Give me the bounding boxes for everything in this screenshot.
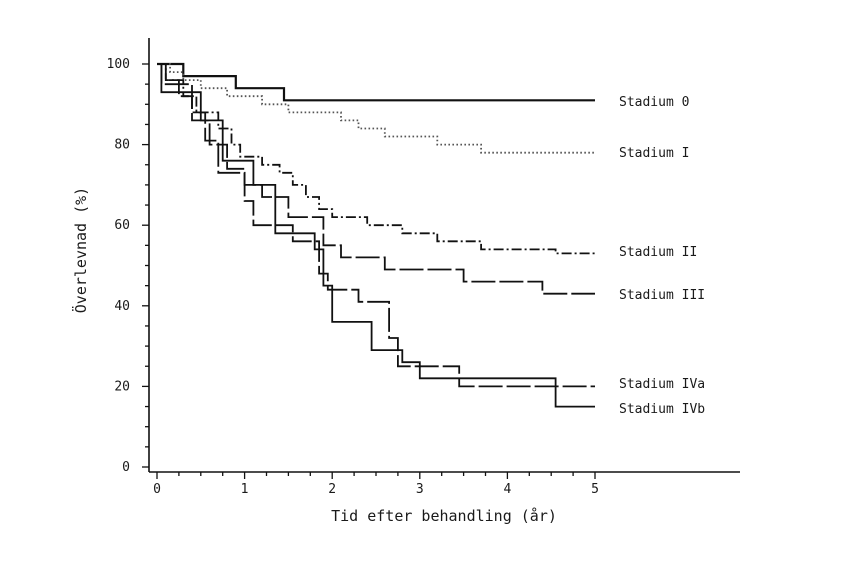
y-tick-label: 20 [114,379,130,394]
x-tick-label: 1 [241,482,249,497]
series-line-stadium-ii [157,63,595,255]
x-tick-label: 5 [591,482,599,497]
y-tick-label: 100 [107,57,130,72]
series-label-stadium-i: Stadium I [619,146,689,161]
series-label-stadium-iva: Stadium IVa [619,377,705,392]
x-axis-title: Tid efter behandling (år) [331,507,557,525]
y-tick-label: 80 [114,138,130,153]
x-tick-label: 4 [503,482,511,497]
series-line-stadium-iii [157,63,595,295]
series-line-stadium-iva [157,63,595,388]
series-label-stadium-ii: Stadium II [619,245,697,260]
y-tick-label: 60 [114,218,130,233]
y-axis-title: Överlevnad (%) [71,187,90,313]
series-line-stadium-i [157,63,595,154]
series-layer [157,62,595,408]
series-label-stadium-iii: Stadium III [619,288,705,303]
series-line-stadium-ivb [157,63,595,408]
axes [148,38,740,473]
x-tick-label: 0 [153,482,161,497]
x-tick-label: 2 [328,482,336,497]
ticks: 0 20 40 60 80 100 0 1 2 3 4 5 [107,57,599,497]
x-tick-label: 3 [416,482,424,497]
series-label-stadium-0: Stadium 0 [619,95,689,110]
series-line-stadium-0 [157,62,595,102]
y-tick-label: 40 [114,299,130,314]
series-labels: Stadium 0 Stadium I Stadium II Stadium III S… [619,95,705,417]
y-tick-label: 0 [122,460,130,475]
series-label-stadium-ivb: Stadium IVb [619,402,705,417]
